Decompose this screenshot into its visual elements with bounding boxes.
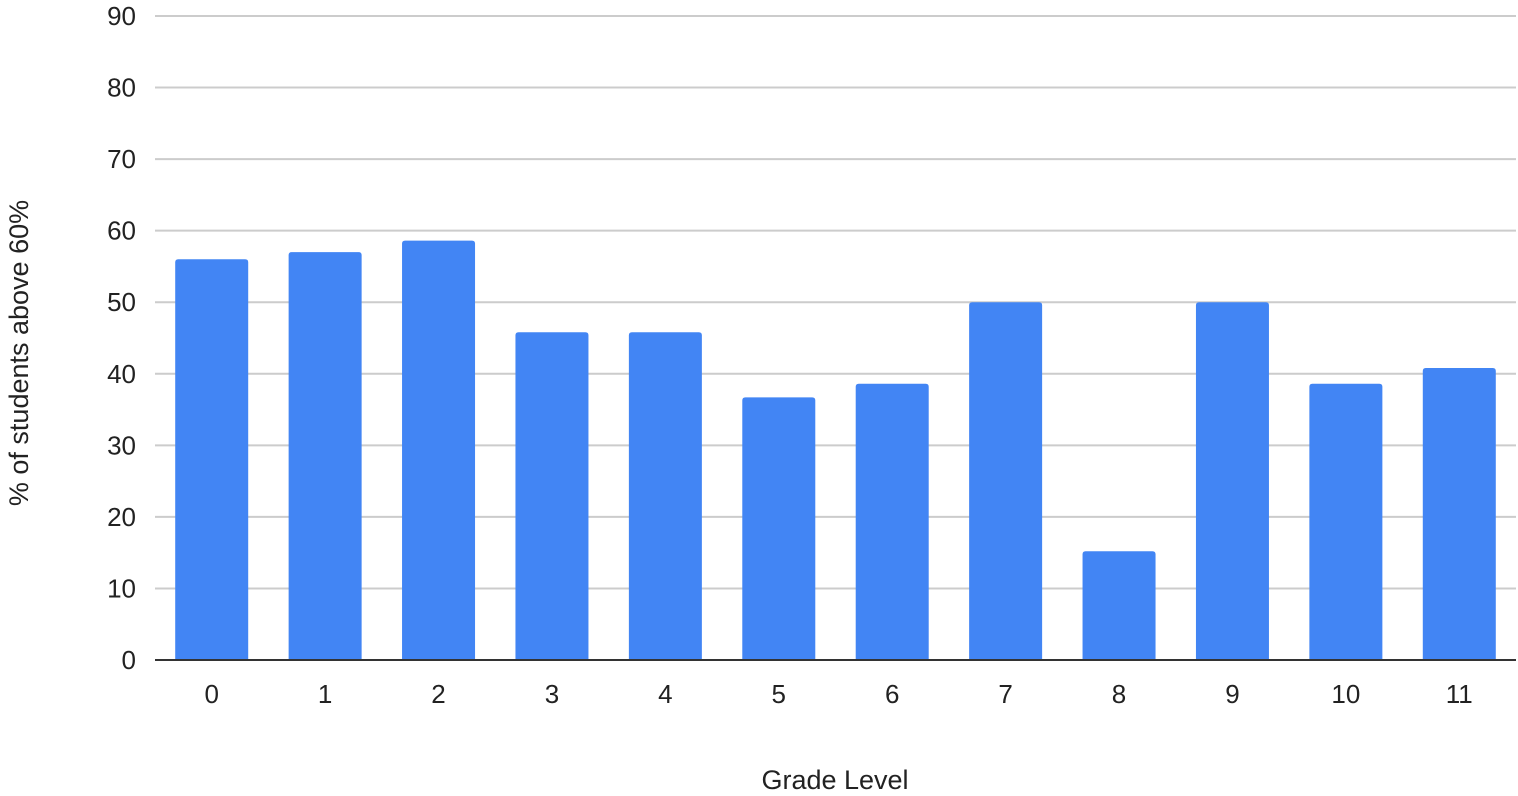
y-tick-label: 90 (107, 1, 136, 31)
x-tick-label: 11 (1446, 679, 1473, 709)
y-tick-label: 30 (107, 430, 136, 460)
x-tick-label: 2 (431, 679, 445, 709)
bar-grade-3 (515, 332, 589, 660)
y-tick-label: 70 (107, 144, 136, 174)
y-tick-label: 40 (107, 359, 136, 389)
x-tick-label: 7 (998, 679, 1012, 709)
y-tick-label: 20 (107, 502, 136, 532)
x-tick-label: 5 (772, 679, 786, 709)
bar-grade-11 (1422, 368, 1496, 660)
bar-grade-4 (628, 332, 702, 660)
bar-grade-1 (288, 252, 362, 660)
bars (175, 240, 1496, 660)
bar-grade-2 (402, 240, 476, 660)
x-axis-title: Grade Level (761, 765, 908, 795)
bar-grade-7 (969, 302, 1043, 660)
x-tick-label: 4 (658, 679, 672, 709)
y-tick-label: 80 (107, 73, 136, 103)
x-tick-label: 9 (1225, 679, 1239, 709)
y-tick-label: 50 (107, 287, 136, 317)
gridlines (155, 15, 1516, 590)
bar-grade-5 (742, 397, 816, 660)
y-tick-label: 10 (107, 573, 136, 603)
x-tick-label: 1 (318, 679, 332, 709)
x-tick-labels: 0 1 2 3 4 5 6 7 8 9 10 11 (204, 679, 1472, 709)
y-axis-title: % of students above 60% (4, 200, 34, 506)
bar-grade-0 (175, 259, 249, 660)
bar-grade-10 (1309, 383, 1383, 660)
x-tick-label: 0 (204, 679, 218, 709)
bar-grade-8 (1082, 551, 1156, 660)
y-tick-labels: 0 10 20 30 40 50 60 70 80 90 (107, 1, 136, 675)
y-tick-label: 60 (107, 216, 136, 246)
x-tick-label: 10 (1331, 679, 1360, 709)
x-tick-label: 8 (1112, 679, 1126, 709)
y-tick-label: 0 (122, 645, 136, 675)
x-tick-label: 6 (885, 679, 899, 709)
bar-grade-6 (855, 383, 929, 660)
x-tick-label: 3 (545, 679, 559, 709)
bar-grade-9 (1195, 302, 1269, 660)
